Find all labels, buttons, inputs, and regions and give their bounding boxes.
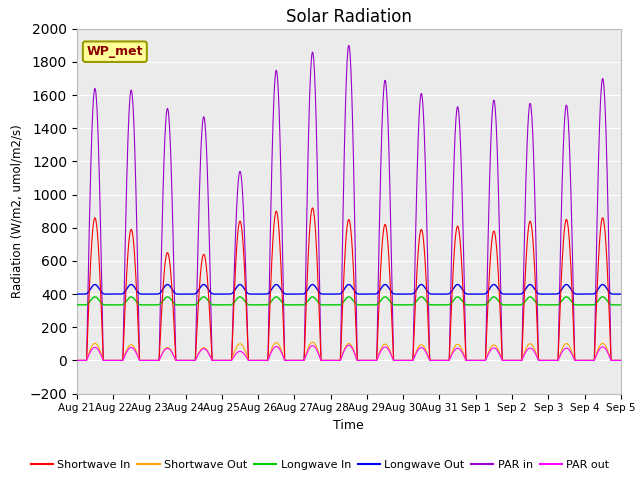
Text: WP_met: WP_met [86, 45, 143, 58]
Y-axis label: Radiation (W/m2, umol/m2/s): Radiation (W/m2, umol/m2/s) [11, 124, 24, 298]
Title: Solar Radiation: Solar Radiation [286, 8, 412, 26]
X-axis label: Time: Time [333, 419, 364, 432]
Legend: Shortwave In, Shortwave Out, Longwave In, Longwave Out, PAR in, PAR out: Shortwave In, Shortwave Out, Longwave In… [26, 456, 614, 474]
